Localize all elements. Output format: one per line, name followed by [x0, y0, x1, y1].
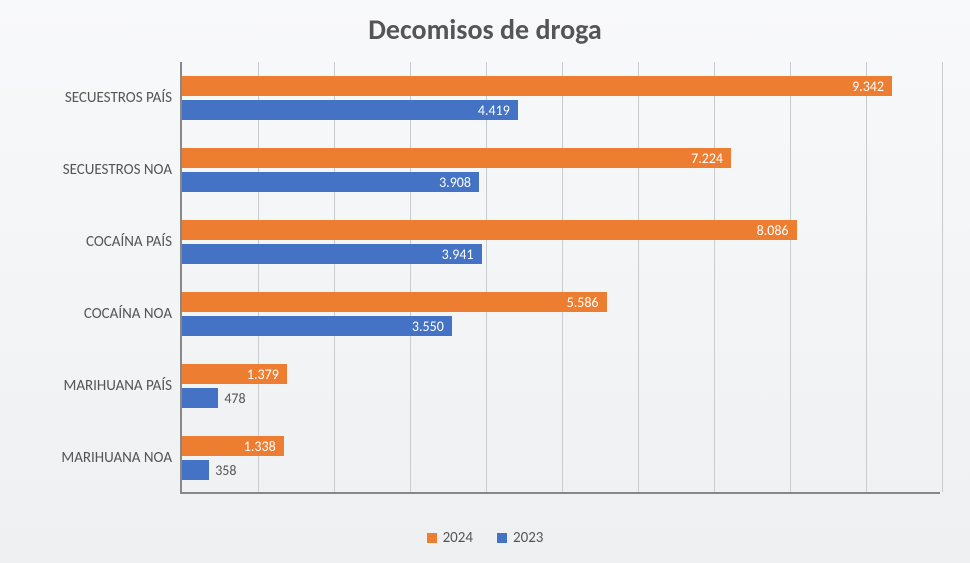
category-group: 8.086 3.941 — [182, 206, 940, 278]
category-label: SECUESTROS PAÍS — [2, 89, 172, 107]
bar-2024: 1.379 — [182, 364, 287, 384]
category-group: 1.379478 — [182, 350, 940, 422]
bar-2023: 478 — [182, 388, 218, 408]
legend-swatch-2023 — [497, 533, 507, 543]
legend-label-2024: 2024 — [443, 529, 473, 547]
bar-value-label: 7.224 — [691, 150, 723, 167]
bar-value-label: 4.419 — [478, 102, 510, 119]
bar-2023: 4.419 — [182, 100, 518, 120]
chart-container: Decomisos de droga 9.342 4.419 7.224 3.908 8… — [0, 0, 970, 563]
bar-value-label: 1.379 — [247, 366, 279, 383]
category-group: 1.338 358 — [182, 422, 940, 494]
legend-item-2023: 2023 — [497, 529, 543, 547]
bar-value-label: 3.941 — [442, 246, 474, 263]
category-group: 7.224 3.908 — [182, 134, 940, 206]
legend-item-2024: 2024 — [427, 529, 473, 547]
category-label: MARIHUANA PAÍS — [2, 377, 172, 395]
bar-value-label: 478 — [224, 390, 245, 407]
plot-area: 9.342 4.419 7.224 3.908 8.086 3.941 5.586 3.550… — [180, 62, 940, 494]
bar-value-label: 3.908 — [439, 174, 471, 191]
category-label: COCAÍNA PAÍS — [2, 233, 172, 251]
bar-2024: 8.086 — [182, 220, 797, 240]
legend: 2024 2023 — [0, 529, 970, 547]
category-group: 9.342 4.419 — [182, 62, 940, 134]
bar-2023: 3.550 — [182, 316, 452, 336]
bar-value-label: 9.342 — [852, 78, 884, 95]
legend-label-2023: 2023 — [513, 529, 543, 547]
gridline — [942, 62, 943, 492]
bar-2024: 9.342 — [182, 76, 892, 96]
bar-2023: 3.908 — [182, 172, 479, 192]
bar-value-label: 358 — [215, 462, 236, 479]
category-label: SECUESTROS NOA — [2, 161, 172, 179]
chart-title: Decomisos de droga — [0, 0, 970, 55]
bar-2024: 5.586 — [182, 292, 607, 312]
bar-2024: 1.338 — [182, 436, 284, 456]
bar-2023: 3.941 — [182, 244, 482, 264]
bar-value-label: 1.338 — [244, 438, 276, 455]
bar-value-label: 8.086 — [757, 222, 789, 239]
bar-value-label: 3.550 — [412, 318, 444, 335]
bar-value-label: 5.586 — [567, 294, 599, 311]
legend-swatch-2024 — [427, 533, 437, 543]
category-label: MARIHUANA NOA — [2, 449, 172, 467]
bar-2023: 358 — [182, 460, 209, 480]
category-label: COCAÍNA NOA — [2, 305, 172, 323]
bar-2024: 7.224 — [182, 148, 731, 168]
category-group: 5.586 3.550 — [182, 278, 940, 350]
